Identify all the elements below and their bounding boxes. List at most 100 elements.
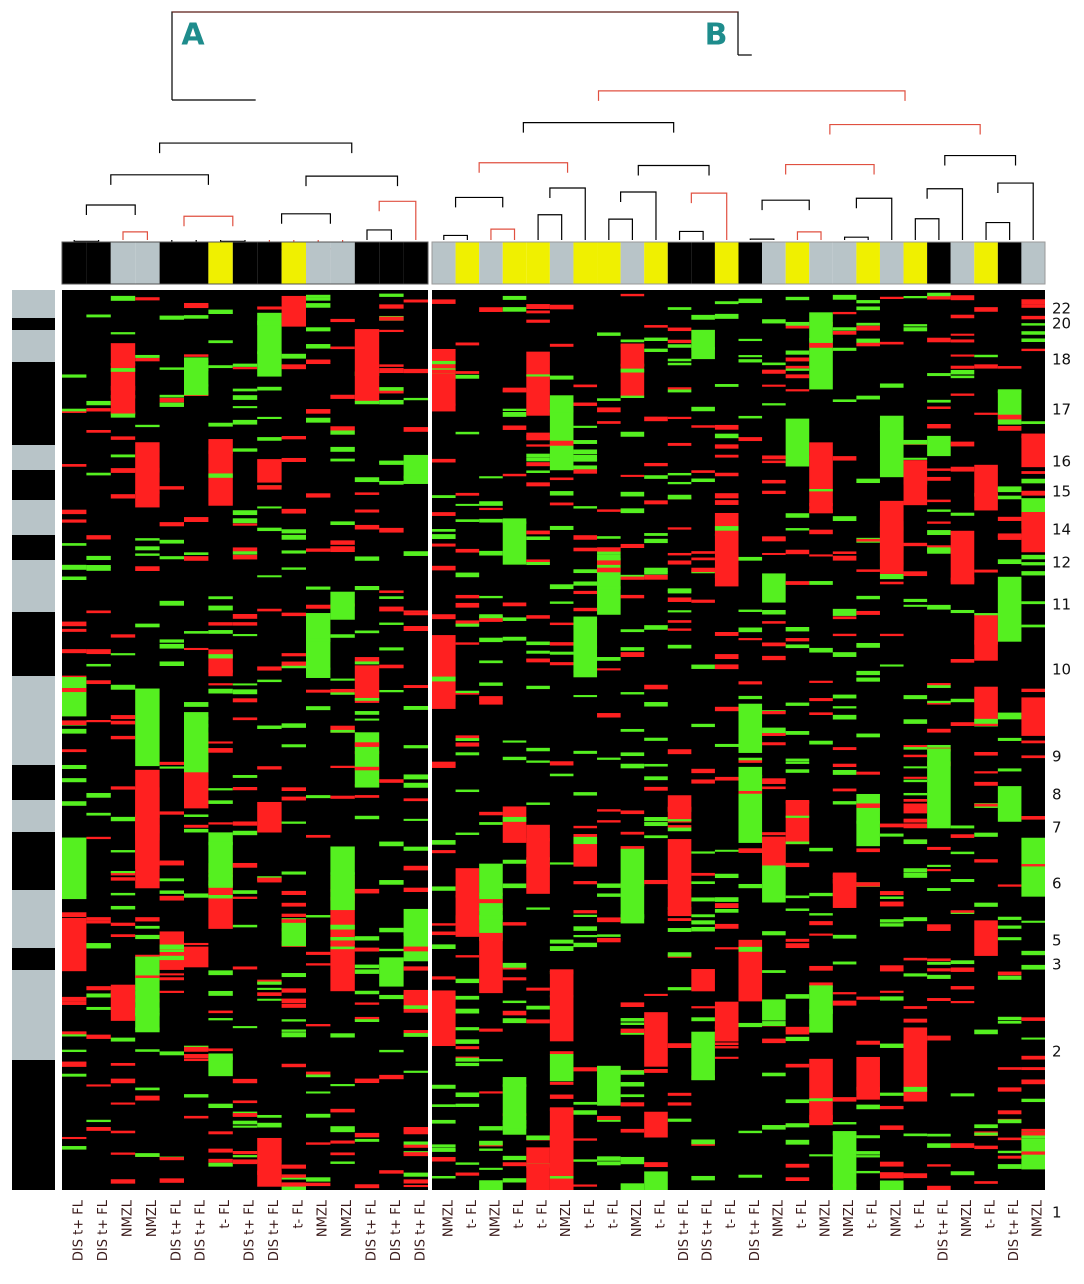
heatmap-cell [208, 788, 233, 791]
heatmap-cell [762, 711, 786, 715]
dendrogram-branch [985, 221, 1011, 240]
column-label: t- FL [512, 1199, 527, 1228]
heatmap-cell [159, 486, 184, 490]
heatmap-cell [232, 862, 258, 868]
heatmap-cell [257, 992, 282, 996]
heatmap-cell [809, 312, 833, 390]
heatmap-cell [573, 425, 598, 428]
heatmap-cell [330, 446, 355, 452]
heatmap-cell [379, 368, 404, 374]
heatmap-cell [135, 424, 160, 428]
heatmap-cell [330, 941, 355, 945]
heatmap-cell [86, 1119, 111, 1123]
heatmap-cell [738, 609, 763, 612]
heatmap-cell [432, 990, 456, 1047]
heatmap-cell [455, 572, 480, 578]
heatmap-cell [502, 883, 527, 889]
heatmap-cell [403, 966, 428, 971]
heatmap-cell [785, 731, 810, 735]
heatmap-cell [997, 975, 1022, 980]
heatmap-cell [526, 351, 550, 416]
heatmap-cell [86, 720, 111, 723]
heatmap-cell [479, 682, 503, 686]
heatmap-cell [762, 573, 786, 603]
heatmap-cell [974, 1145, 998, 1150]
dendrogram-branch [378, 200, 417, 240]
heatmap-cell [232, 787, 258, 791]
heatmap-cell [526, 482, 550, 487]
heatmap-cell [903, 457, 928, 460]
heatmap-cell [974, 640, 998, 645]
heatmap-cell [903, 776, 928, 779]
heatmap-cell [573, 910, 598, 914]
dendrogram-branch [305, 175, 399, 187]
heatmap-cell [714, 313, 739, 319]
chromosome-band [12, 500, 55, 535]
heatmap-cell [738, 681, 763, 685]
heatmap-cell [997, 737, 1022, 741]
heatmap-cell [667, 560, 692, 565]
heatmap-cell [785, 528, 810, 531]
heatmap-cell [573, 440, 598, 444]
group-bar [738, 242, 763, 284]
heatmap-cell [667, 327, 692, 332]
heatmap-cell [785, 841, 810, 845]
heatmap-cell [644, 684, 668, 690]
heatmap-cell [667, 1118, 692, 1122]
heatmap-cell [455, 602, 480, 608]
heatmap-cell [974, 354, 998, 358]
heatmap-cell [306, 613, 331, 678]
chromosome-band [12, 560, 55, 612]
heatmap-cell [135, 297, 160, 301]
heatmap-cell [644, 348, 668, 352]
heatmap-cell [927, 296, 951, 300]
heatmap-cell [785, 1030, 810, 1035]
dendrogram-branch [443, 234, 468, 240]
heatmap-cell [832, 311, 857, 315]
heatmap-cell [691, 406, 715, 412]
heatmap-cell [997, 1164, 1022, 1169]
heatmap-cell [927, 888, 951, 891]
heatmap-cell [62, 837, 87, 896]
heatmap-cell [379, 880, 404, 885]
heatmap-cell [354, 1138, 380, 1142]
heatmap-cell [184, 828, 209, 833]
heatmap-cell [974, 1181, 998, 1184]
heatmap-cell [281, 1177, 306, 1180]
heatmap-cell [281, 919, 306, 923]
heatmap-cell [1021, 478, 1045, 484]
heatmap-cell [667, 819, 692, 822]
heatmap-cell [927, 684, 951, 688]
heatmap-cell [620, 576, 645, 580]
heatmap-cell [762, 319, 786, 324]
heatmap-cell [432, 944, 456, 949]
heatmap-cell [714, 424, 739, 430]
heatmap-cell [667, 358, 692, 362]
heatmap-cell [257, 877, 282, 883]
heatmap-cell [903, 917, 928, 922]
heatmap-cell [135, 827, 160, 870]
heatmap-cell [403, 1152, 428, 1157]
heatmap-cell [379, 841, 404, 847]
heatmap-cell [974, 902, 998, 907]
heatmap-cell [1021, 816, 1045, 820]
column-label: DIS t+ FL [413, 1199, 428, 1261]
heatmap-cell [691, 881, 715, 885]
heatmap-cell [135, 1153, 160, 1157]
heatmap-cell [644, 1068, 668, 1073]
heatmap-cell [997, 486, 1022, 491]
heatmap-cell [502, 859, 527, 864]
heatmap-cell [110, 454, 136, 458]
heatmap-cell [1021, 950, 1045, 956]
heatmap-cell [455, 691, 480, 695]
heatmap-cell [502, 1125, 527, 1129]
heatmap-cell [232, 622, 258, 626]
chromosome-label: 6 [1052, 875, 1062, 893]
chromosome-band [12, 330, 55, 362]
heatmap-cell [785, 801, 810, 845]
heatmap-cell [135, 688, 160, 767]
heatmap-cell [330, 729, 355, 733]
heatmap-cell [620, 491, 645, 497]
heatmap-cell [403, 946, 428, 952]
heatmap-cell [455, 789, 480, 793]
